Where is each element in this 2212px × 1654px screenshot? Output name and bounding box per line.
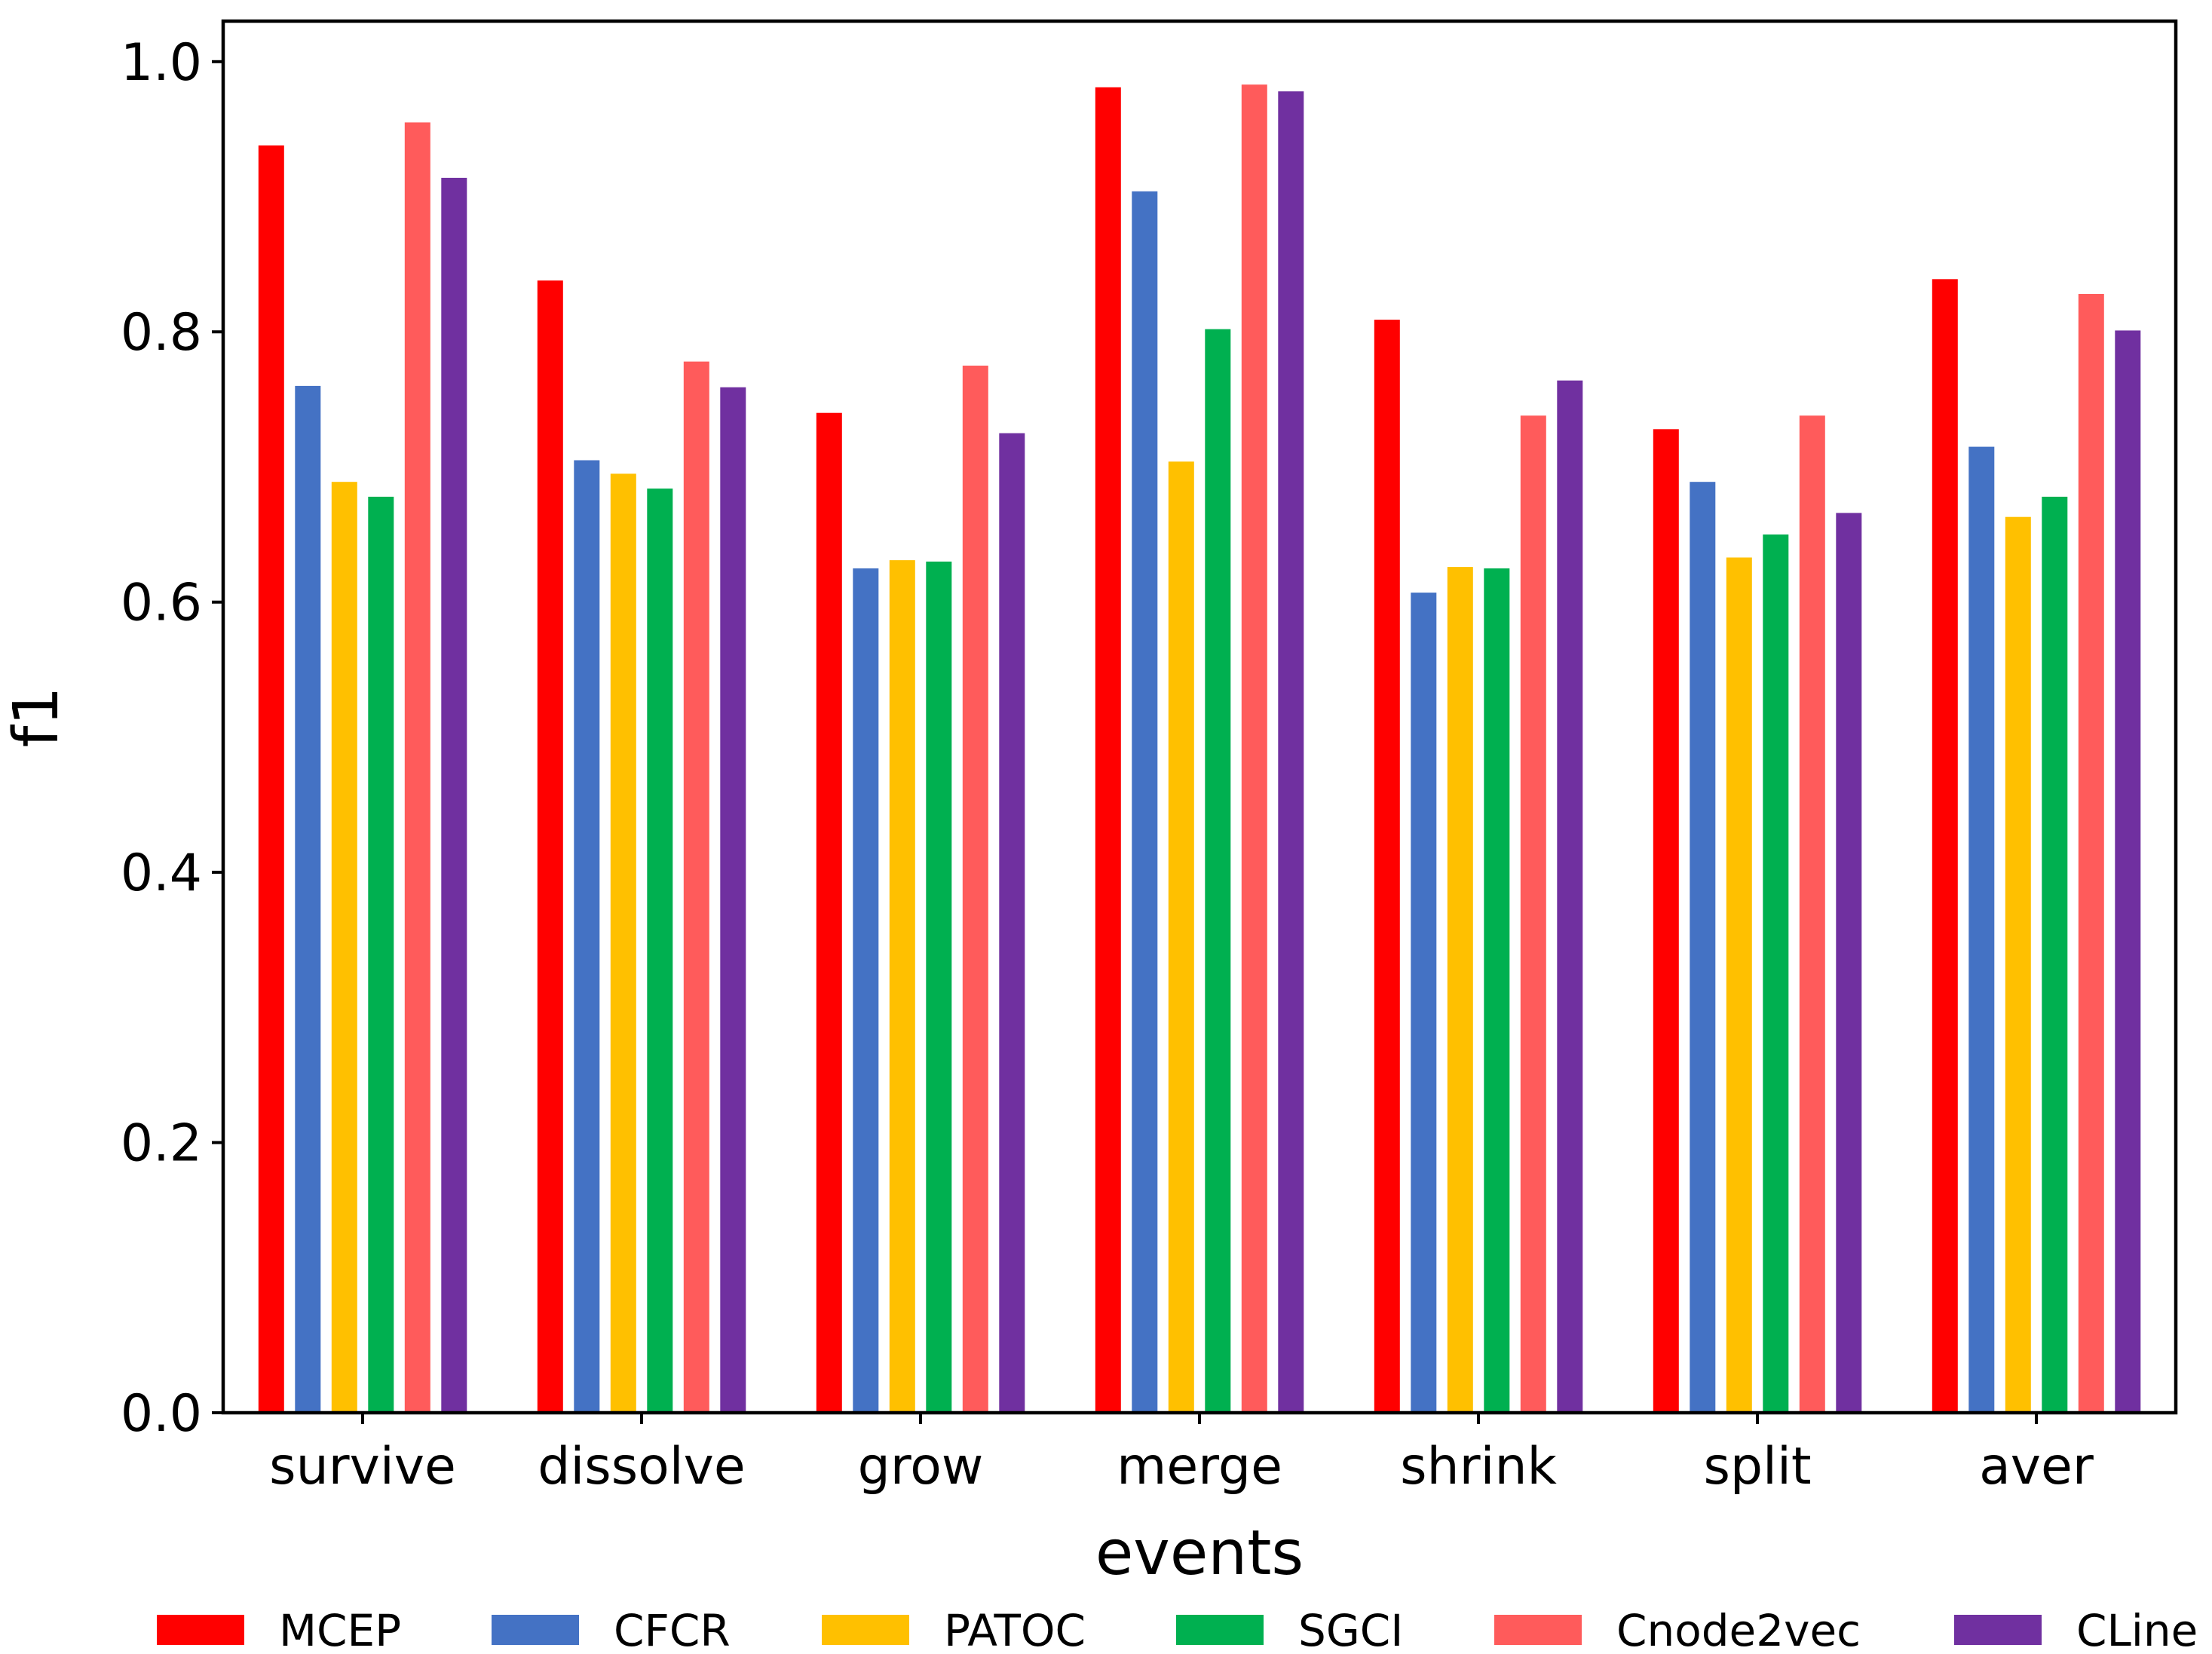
bar-grow-patoc xyxy=(889,560,915,1413)
legend: MCEP CFCR PATOC SGCI Cnode2vec CLine xyxy=(157,1605,2198,1654)
bar-survive-cfcr xyxy=(295,385,321,1413)
bar-survive-patoc xyxy=(331,482,357,1414)
bar-split-patoc xyxy=(1726,557,1752,1413)
bar-dissolve-patoc xyxy=(610,473,636,1413)
bar-aver-cline xyxy=(2115,330,2141,1413)
y-axis: 0.0 0.2 0.4 0.6 0.8 1.0 xyxy=(121,33,223,1444)
bar-aver-cfcr xyxy=(1968,446,1995,1413)
legend-label-cnode2vec: Cnode2vec xyxy=(1616,1605,1861,1654)
x-tick-label: dissolve xyxy=(538,1437,746,1496)
bar-split-cfcr xyxy=(1690,482,1716,1414)
y-axis-title: f1 xyxy=(1,686,72,747)
bar-survive-cline xyxy=(441,177,467,1413)
legend-label-cline: CLine xyxy=(2076,1605,2198,1654)
bars-group xyxy=(258,84,2141,1414)
bar-aver-patoc xyxy=(2005,516,2031,1414)
y-tick-label: 0.0 xyxy=(121,1384,202,1444)
bar-merge-mcep xyxy=(1095,87,1121,1413)
y-tick-label: 0.6 xyxy=(121,574,202,633)
x-tick-label: shrink xyxy=(1400,1437,1557,1496)
bar-shrink-patoc xyxy=(1447,567,1473,1413)
bar-split-cnode2vec xyxy=(1799,415,1825,1413)
bar-shrink-mcep xyxy=(1374,320,1400,1414)
bar-grow-cline xyxy=(999,433,1025,1413)
x-axis: survive dissolve grow merge shrink split aver xyxy=(269,1413,2094,1496)
bar-survive-mcep xyxy=(258,145,284,1413)
y-tick-label: 1.0 xyxy=(121,33,202,93)
bar-dissolve-cnode2vec xyxy=(683,361,709,1414)
bar-shrink-sgci xyxy=(1484,568,1510,1413)
y-tick-label: 0.8 xyxy=(121,303,202,363)
bar-grow-mcep xyxy=(816,412,842,1414)
bar-grow-cfcr xyxy=(853,568,879,1413)
bar-grow-cnode2vec xyxy=(962,366,988,1413)
x-tick-label: aver xyxy=(1979,1437,2094,1496)
legend-label-cfcr: CFCR xyxy=(614,1605,731,1654)
bar-grow-sgci xyxy=(926,561,952,1413)
y-tick-label: 0.2 xyxy=(121,1114,202,1174)
legend-label-sgci: SGCI xyxy=(1298,1605,1403,1654)
legend-swatch-cfcr xyxy=(492,1615,579,1645)
x-tick-label: split xyxy=(1703,1437,1811,1496)
bar-aver-mcep xyxy=(1932,279,1958,1413)
bar-dissolve-cline xyxy=(720,387,746,1414)
x-tick-label: merge xyxy=(1117,1437,1282,1496)
bar-survive-sgci xyxy=(368,496,394,1413)
bar-split-cline xyxy=(1836,513,1862,1413)
bar-shrink-cnode2vec xyxy=(1520,415,1546,1413)
bar-aver-sgci xyxy=(2042,496,2068,1413)
legend-swatch-cnode2vec xyxy=(1494,1615,1582,1645)
legend-swatch-patoc xyxy=(822,1615,909,1645)
bar-shrink-cline xyxy=(1557,380,1583,1414)
bar-merge-sgci xyxy=(1205,329,1231,1414)
x-tick-label: survive xyxy=(269,1437,456,1496)
bar-merge-cnode2vec xyxy=(1241,84,1267,1414)
bar-aver-cnode2vec xyxy=(2078,294,2104,1413)
bar-survive-cnode2vec xyxy=(404,122,430,1413)
bar-merge-cfcr xyxy=(1132,191,1158,1413)
bar-split-mcep xyxy=(1653,429,1679,1413)
legend-swatch-cline xyxy=(1954,1615,2042,1645)
legend-swatch-sgci xyxy=(1176,1615,1264,1645)
y-tick-label: 0.4 xyxy=(121,844,202,903)
bar-merge-cline xyxy=(1278,91,1304,1414)
bar-merge-patoc xyxy=(1168,461,1194,1413)
legend-swatch-mcep xyxy=(157,1615,244,1645)
bar-split-sgci xyxy=(1763,534,1789,1413)
legend-label-mcep: MCEP xyxy=(279,1605,401,1654)
bar-dissolve-mcep xyxy=(537,280,563,1414)
x-axis-title: events xyxy=(1095,1518,1304,1589)
legend-label-patoc: PATOC xyxy=(944,1605,1086,1654)
bar-dissolve-sgci xyxy=(647,489,673,1413)
bar-shrink-cfcr xyxy=(1411,593,1437,1413)
bar-dissolve-cfcr xyxy=(574,460,600,1413)
x-tick-label: grow xyxy=(858,1437,984,1496)
